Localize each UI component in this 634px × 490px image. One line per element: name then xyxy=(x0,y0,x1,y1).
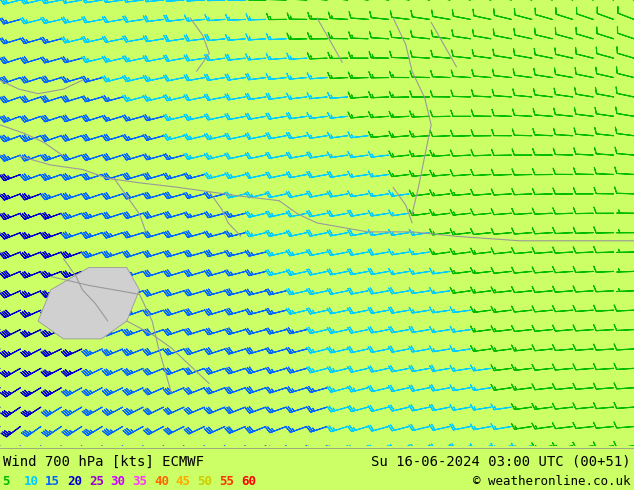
Text: 50: 50 xyxy=(197,475,212,488)
Text: 20: 20 xyxy=(67,475,82,488)
Text: 15: 15 xyxy=(46,475,60,488)
Text: 35: 35 xyxy=(133,475,147,488)
Text: 30: 30 xyxy=(110,475,126,488)
Polygon shape xyxy=(38,268,139,339)
Text: 5: 5 xyxy=(2,475,10,488)
Text: 40: 40 xyxy=(154,475,169,488)
Text: Su 16-06-2024 03:00 UTC (00+51): Su 16-06-2024 03:00 UTC (00+51) xyxy=(371,455,631,469)
Text: © weatheronline.co.uk: © weatheronline.co.uk xyxy=(474,475,631,488)
Text: 55: 55 xyxy=(219,475,234,488)
Text: 45: 45 xyxy=(176,475,191,488)
Text: 10: 10 xyxy=(23,475,39,488)
Text: 60: 60 xyxy=(241,475,256,488)
Text: Wind 700 hPa [kts] ECMWF: Wind 700 hPa [kts] ECMWF xyxy=(3,455,204,469)
Text: 25: 25 xyxy=(89,475,104,488)
